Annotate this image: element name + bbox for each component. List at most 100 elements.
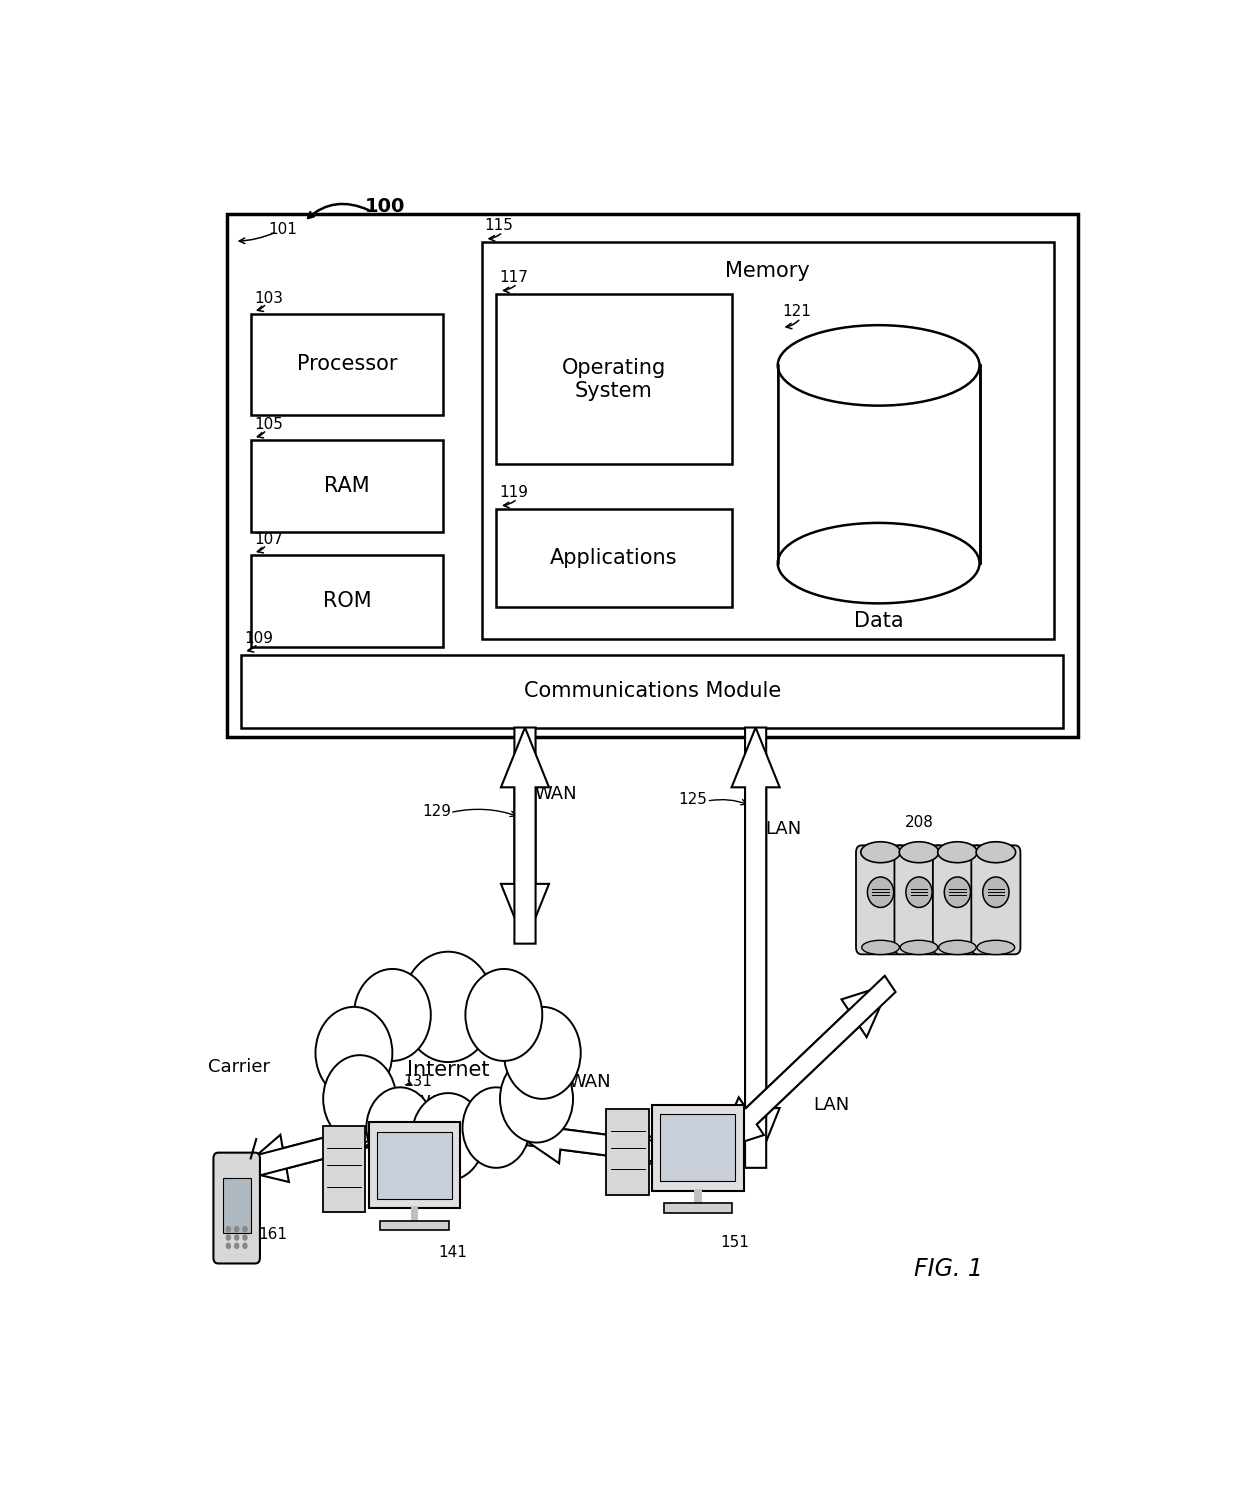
Bar <box>250 555 444 646</box>
Ellipse shape <box>939 941 976 954</box>
Polygon shape <box>501 727 549 944</box>
Text: Applications: Applications <box>551 548 677 567</box>
Text: Memory: Memory <box>725 261 810 281</box>
Text: FIG. 1: FIG. 1 <box>914 1257 983 1281</box>
Text: 107: 107 <box>254 532 283 546</box>
Text: Internet: Internet <box>407 1060 490 1079</box>
Text: WAN: WAN <box>413 1094 455 1112</box>
Text: LAN: LAN <box>765 820 801 838</box>
Bar <box>250 440 444 532</box>
Circle shape <box>503 1006 580 1099</box>
Text: 109: 109 <box>244 632 273 646</box>
Polygon shape <box>732 727 780 1168</box>
Text: 100: 100 <box>365 197 405 216</box>
Text: Processor: Processor <box>296 354 398 375</box>
Text: RAM: RAM <box>325 476 370 496</box>
Circle shape <box>463 1087 529 1168</box>
FancyBboxPatch shape <box>932 845 982 954</box>
Circle shape <box>242 1235 248 1241</box>
Circle shape <box>367 1087 434 1168</box>
Text: 171: 171 <box>374 1045 403 1060</box>
Bar <box>652 1105 744 1191</box>
Text: Communications Module: Communications Module <box>523 681 781 702</box>
Bar <box>694 1190 702 1205</box>
Ellipse shape <box>868 876 894 908</box>
FancyBboxPatch shape <box>894 845 944 954</box>
Bar <box>496 294 732 464</box>
Polygon shape <box>238 1121 381 1181</box>
Circle shape <box>226 1242 231 1250</box>
Polygon shape <box>501 727 549 944</box>
Text: WAN: WAN <box>568 1072 611 1090</box>
Text: 208: 208 <box>905 815 934 830</box>
Circle shape <box>226 1235 231 1241</box>
Polygon shape <box>732 727 780 1168</box>
FancyBboxPatch shape <box>971 845 1021 954</box>
Text: 131: 131 <box>403 1073 432 1088</box>
Text: 141: 141 <box>439 1245 467 1260</box>
Circle shape <box>315 1006 392 1099</box>
Ellipse shape <box>777 523 980 603</box>
Bar <box>777 366 980 563</box>
Text: Data: Data <box>854 611 904 630</box>
Circle shape <box>412 1093 485 1181</box>
Text: 101: 101 <box>268 222 298 237</box>
Text: 103: 103 <box>254 291 283 306</box>
Text: 115: 115 <box>485 218 513 233</box>
Ellipse shape <box>777 325 980 406</box>
Polygon shape <box>403 1141 453 1187</box>
Bar <box>496 509 732 606</box>
Ellipse shape <box>906 876 932 908</box>
Ellipse shape <box>861 842 900 863</box>
FancyBboxPatch shape <box>856 845 905 954</box>
Circle shape <box>402 951 495 1062</box>
Text: Operating
System: Operating System <box>562 358 666 400</box>
Text: LAN: LAN <box>813 1096 849 1114</box>
Text: WAN: WAN <box>534 785 578 803</box>
Text: 125: 125 <box>678 793 708 808</box>
Polygon shape <box>239 1123 383 1182</box>
Bar <box>223 1178 250 1233</box>
Bar <box>481 242 1054 639</box>
Circle shape <box>465 969 542 1062</box>
Bar <box>381 1221 449 1230</box>
Circle shape <box>242 1226 248 1233</box>
Ellipse shape <box>900 941 937 954</box>
Polygon shape <box>407 1102 453 1159</box>
Circle shape <box>234 1226 239 1233</box>
Circle shape <box>324 1056 397 1142</box>
Polygon shape <box>709 984 890 1159</box>
Circle shape <box>242 1242 248 1250</box>
Bar <box>227 213 1078 736</box>
Polygon shape <box>515 1123 676 1172</box>
Polygon shape <box>516 1115 677 1165</box>
Bar <box>663 1203 733 1212</box>
Text: 117: 117 <box>498 270 528 285</box>
Ellipse shape <box>945 876 971 908</box>
Ellipse shape <box>983 876 1009 908</box>
Text: Carrier: Carrier <box>208 1057 270 1075</box>
Bar <box>250 314 444 415</box>
Ellipse shape <box>976 842 1016 863</box>
Bar <box>410 1206 418 1223</box>
Circle shape <box>234 1242 239 1250</box>
Bar <box>322 1126 366 1212</box>
Bar <box>377 1132 451 1199</box>
Polygon shape <box>422 1114 472 1159</box>
Ellipse shape <box>977 941 1014 954</box>
Text: 151: 151 <box>720 1235 749 1250</box>
Bar <box>606 1109 649 1194</box>
Circle shape <box>500 1056 573 1142</box>
Circle shape <box>353 969 430 1062</box>
Polygon shape <box>715 976 895 1151</box>
Ellipse shape <box>937 842 977 863</box>
Circle shape <box>226 1226 231 1233</box>
Text: 161: 161 <box>259 1227 288 1242</box>
Text: 105: 105 <box>254 417 283 431</box>
Circle shape <box>234 1235 239 1241</box>
Text: ROM: ROM <box>322 591 372 611</box>
FancyBboxPatch shape <box>213 1153 260 1263</box>
Text: 121: 121 <box>782 305 811 320</box>
Bar <box>779 366 978 563</box>
Bar <box>368 1123 460 1208</box>
